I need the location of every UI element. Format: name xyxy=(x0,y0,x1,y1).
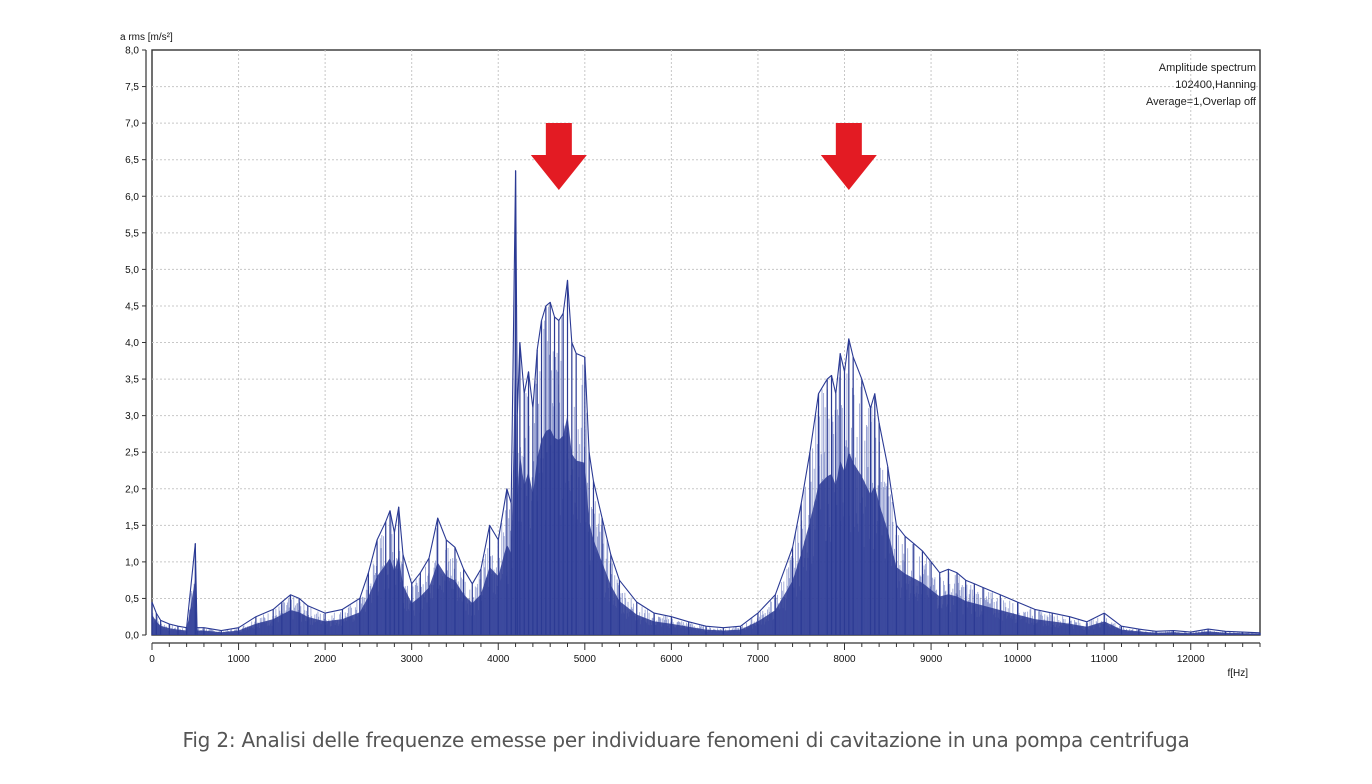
legend-line-3: Average=1,Overlap off xyxy=(1146,96,1257,108)
y-tick-label: 6,0 xyxy=(125,192,139,203)
x-tick-label: 7000 xyxy=(747,654,770,665)
legend-box: Amplitude spectrum 102400,Hanning Averag… xyxy=(1146,62,1257,108)
y-tick-label: 5,5 xyxy=(125,228,139,239)
spectrum-chart: a rms [m/s²] 0 1000 2000 3000 4000 5000 6000 70… xyxy=(120,32,1261,679)
annotation-arrow-icon xyxy=(530,123,587,190)
x-tick-label: 8000 xyxy=(833,654,856,665)
y-tick-label: 2,0 xyxy=(125,484,139,495)
legend-line-2: 102400,Hanning xyxy=(1175,79,1256,91)
grid-lines xyxy=(152,50,1260,635)
y-tick-label: 4,0 xyxy=(125,338,139,349)
x-tick-label: 1000 xyxy=(227,654,250,665)
x-axis-label: f[Hz] xyxy=(1227,668,1248,679)
y-tick-label: 3,0 xyxy=(125,411,139,422)
series-peak-line xyxy=(151,170,1261,634)
x-axis-ticks: 0 1000 2000 3000 4000 5000 6000 7000 8000 9000 100… xyxy=(149,642,1261,665)
y-tick-label: 2,5 xyxy=(125,448,139,459)
y-tick-label: 1,0 xyxy=(125,557,139,568)
series-area xyxy=(151,170,1261,635)
y-tick-label: 8,0 xyxy=(125,46,139,57)
annotation-arrow-icon xyxy=(820,123,877,190)
y-axis-ticks: 0,0 0,5 1,0 1,5 2,0 2,5 3,0 3,5 4,0 4,5 5,0 5,5 6,0 6… xyxy=(125,46,147,642)
annotation-arrows xyxy=(530,123,877,190)
x-tick-label: 2000 xyxy=(314,654,337,665)
y-tick-label: 5,0 xyxy=(125,265,139,276)
y-tick-label: 0,0 xyxy=(125,631,139,642)
x-tick-label: 11000 xyxy=(1091,654,1119,665)
x-tick-label: 0 xyxy=(149,654,155,665)
x-tick-label: 6000 xyxy=(660,654,683,665)
x-tick-label: 5000 xyxy=(574,654,597,665)
y-tick-label: 7,0 xyxy=(125,119,139,130)
figure-caption: Fig 2: Analisi delle frequenze emesse pe… xyxy=(182,728,1190,752)
y-tick-label: 1,5 xyxy=(125,521,139,532)
y-tick-label: 6,5 xyxy=(125,155,139,166)
y-tick-label: 4,5 xyxy=(125,301,139,312)
y-tick-label: 7,5 xyxy=(125,82,139,93)
x-tick-label: 12000 xyxy=(1177,654,1205,665)
x-tick-label: 10000 xyxy=(1004,654,1032,665)
x-tick-label: 4000 xyxy=(487,654,510,665)
y-tick-label: 3,5 xyxy=(125,375,139,386)
x-tick-label: 9000 xyxy=(920,654,943,665)
legend-line-1: Amplitude spectrum xyxy=(1159,62,1256,74)
y-tick-label: 0,5 xyxy=(125,594,139,605)
y-axis-label: a rms [m/s²] xyxy=(120,32,173,43)
x-tick-label: 3000 xyxy=(401,654,424,665)
